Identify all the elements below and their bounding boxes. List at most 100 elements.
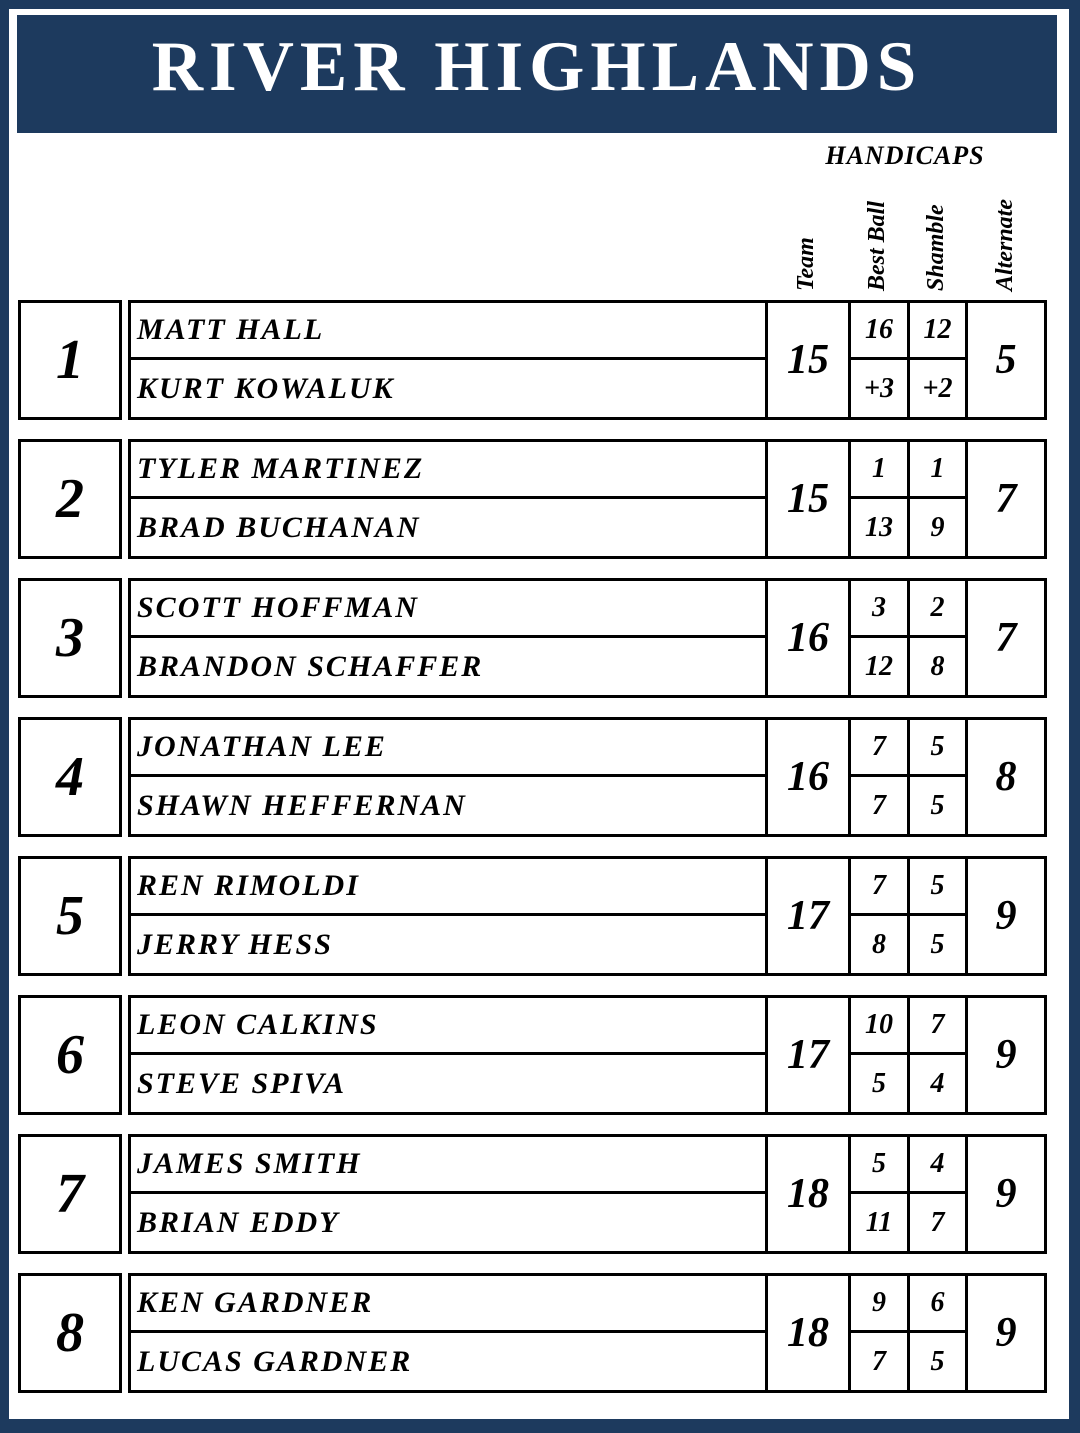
players-column: SCOTT HOFFMAN BRANDON SCHAFFER <box>131 581 765 695</box>
shamble-handicap-2: 7 <box>930 1206 945 1238</box>
team-handicap: 18 <box>787 1310 829 1356</box>
player-name-1: REN RIMOLDI <box>131 859 765 916</box>
shamble-handicap-2: 5 <box>930 789 945 821</box>
players-column: REN RIMOLDI JERRY HESS <box>131 859 765 973</box>
best-ball-column: 10 5 <box>848 998 907 1112</box>
team-block: 7 JAMES SMITH BRIAN EDDY 18 5 11 4 7 9 <box>0 1134 1080 1254</box>
alternate-column: 9 <box>965 1137 1044 1251</box>
alternate-handicap: 5 <box>995 337 1017 383</box>
shamble-handicap-1: 4 <box>910 1137 965 1194</box>
team-block: 2 TYLER MARTINEZ BRAD BUCHANAN 15 1 13 1… <box>0 439 1080 559</box>
player-name-2: BRAD BUCHANAN <box>137 510 421 544</box>
player-name-1: LEON CALKINS <box>131 998 765 1055</box>
shamble-handicap-2: 8 <box>930 650 945 682</box>
handicaps-heading: HANDICAPS <box>825 141 985 170</box>
best-ball-column: 1 13 <box>848 442 907 556</box>
page-border-top <box>0 0 1080 9</box>
player-name-2: SHAWN HEFFERNAN <box>137 788 467 822</box>
best-ball-column: 9 7 <box>848 1276 907 1390</box>
shamble-column: 12 +2 <box>907 303 965 417</box>
best-ball-column: 5 11 <box>848 1137 907 1251</box>
masthead-banner: RIVER HIGHLANDS <box>17 15 1057 133</box>
team-handicap-column: 17 <box>765 859 848 973</box>
column-header-shamble: Shamble <box>923 204 949 291</box>
shamble-handicap-1: 1 <box>910 442 965 499</box>
alternate-handicap: 8 <box>995 754 1017 800</box>
alternate-column: 9 <box>965 859 1044 973</box>
team-detail-box: SCOTT HOFFMAN BRANDON SCHAFFER 16 3 12 2… <box>128 578 1047 698</box>
best-ball-handicap-1: 7 <box>851 720 907 777</box>
alternate-column: 7 <box>965 581 1044 695</box>
team-detail-box: TYLER MARTINEZ BRAD BUCHANAN 15 1 13 1 9… <box>128 439 1047 559</box>
player-name-2: STEVE SPIVA <box>137 1066 347 1100</box>
player-name-2: JERRY HESS <box>137 927 333 961</box>
team-handicap: 15 <box>787 476 829 522</box>
players-column: MATT HALL KURT KOWALUK <box>131 303 765 417</box>
team-handicap: 15 <box>787 337 829 383</box>
alternate-handicap: 7 <box>995 615 1017 661</box>
alternate-column: 9 <box>965 998 1044 1112</box>
team-row-number: 2 <box>18 439 122 559</box>
shamble-handicap-1: 2 <box>910 581 965 638</box>
team-row-number: 6 <box>18 995 122 1115</box>
team-detail-box: REN RIMOLDI JERRY HESS 17 7 8 5 5 9 <box>128 856 1047 976</box>
shamble-column: 2 8 <box>907 581 965 695</box>
best-ball-handicap-2: 11 <box>865 1206 893 1238</box>
team-handicap-column: 15 <box>765 442 848 556</box>
players-column: JONATHAN LEE SHAWN HEFFERNAN <box>131 720 765 834</box>
shamble-column: 7 4 <box>907 998 965 1112</box>
column-header-best-ball: Best Ball <box>864 200 890 291</box>
player-name-2: BRANDON SCHAFFER <box>137 649 484 683</box>
team-handicap: 16 <box>787 754 829 800</box>
alternate-handicap: 7 <box>995 476 1017 522</box>
players-column: JAMES SMITH BRIAN EDDY <box>131 1137 765 1251</box>
player-name-1: TYLER MARTINEZ <box>131 442 765 499</box>
best-ball-column: 7 8 <box>848 859 907 973</box>
players-column: TYLER MARTINEZ BRAD BUCHANAN <box>131 442 765 556</box>
best-ball-handicap-2: 13 <box>865 511 893 543</box>
player-name-1: JAMES SMITH <box>131 1137 765 1194</box>
best-ball-handicap-2: +3 <box>864 372 894 404</box>
alternate-column: 5 <box>965 303 1044 417</box>
players-column: KEN GARDNER LUCAS GARDNER <box>131 1276 765 1390</box>
alternate-handicap: 9 <box>995 1032 1017 1078</box>
page-border-bottom <box>0 1419 1080 1433</box>
team-row-number: 3 <box>18 578 122 698</box>
alternate-handicap: 9 <box>995 1310 1017 1356</box>
alternate-handicap: 9 <box>995 893 1017 939</box>
alternate-column: 7 <box>965 442 1044 556</box>
shamble-handicap-1: 7 <box>910 998 965 1055</box>
shamble-column: 5 5 <box>907 720 965 834</box>
team-block: 6 LEON CALKINS STEVE SPIVA 17 10 5 7 4 9 <box>0 995 1080 1115</box>
best-ball-handicap-1: 3 <box>851 581 907 638</box>
best-ball-handicap-1: 9 <box>851 1276 907 1333</box>
player-name-2: BRIAN EDDY <box>137 1205 340 1239</box>
team-block: 5 REN RIMOLDI JERRY HESS 17 7 8 5 5 9 <box>0 856 1080 976</box>
column-header-team: Team <box>793 237 819 291</box>
team-detail-box: JAMES SMITH BRIAN EDDY 18 5 11 4 7 9 <box>128 1134 1047 1254</box>
column-header-alternate: Alternate <box>992 198 1018 291</box>
team-detail-box: JONATHAN LEE SHAWN HEFFERNAN 16 7 7 5 5 … <box>128 717 1047 837</box>
best-ball-handicap-1: 16 <box>851 303 907 360</box>
player-name-1: KEN GARDNER <box>131 1276 765 1333</box>
shamble-column: 4 7 <box>907 1137 965 1251</box>
team-detail-box: LEON CALKINS STEVE SPIVA 17 10 5 7 4 9 <box>128 995 1047 1115</box>
player-name-2: KURT KOWALUK <box>137 371 395 405</box>
shamble-handicap-2: 5 <box>930 1345 945 1377</box>
team-handicap: 17 <box>787 893 829 939</box>
best-ball-handicap-1: 7 <box>851 859 907 916</box>
shamble-column: 5 5 <box>907 859 965 973</box>
alternate-column: 9 <box>965 1276 1044 1390</box>
best-ball-handicap-2: 5 <box>872 1067 886 1099</box>
shamble-handicap-1: 5 <box>910 720 965 777</box>
player-name-2: LUCAS GARDNER <box>137 1344 413 1378</box>
shamble-column: 6 5 <box>907 1276 965 1390</box>
page-border-right <box>1069 0 1080 1433</box>
team-handicap: 17 <box>787 1032 829 1078</box>
team-block: 4 JONATHAN LEE SHAWN HEFFERNAN 16 7 7 5 … <box>0 717 1080 837</box>
best-ball-handicap-2: 12 <box>865 650 893 682</box>
best-ball-handicap-2: 7 <box>872 1345 886 1377</box>
team-block: 3 SCOTT HOFFMAN BRANDON SCHAFFER 16 3 12… <box>0 578 1080 698</box>
team-row-number: 1 <box>18 300 122 420</box>
team-row-number: 7 <box>18 1134 122 1254</box>
